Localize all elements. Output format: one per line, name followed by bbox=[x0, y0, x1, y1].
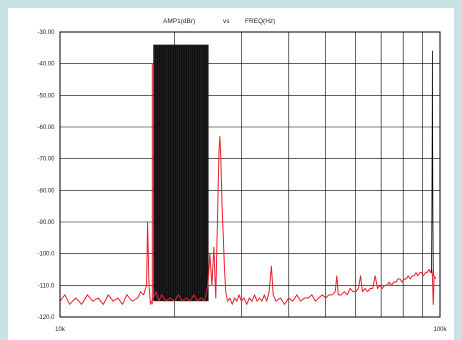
chart-svg: AMP1(dBr) vs FREQ(Hz) -30.00 -40.00 -50.00… bbox=[37, 18, 447, 333]
y-tick-label: -60.00 bbox=[37, 125, 55, 131]
y-tick-label: -50.00 bbox=[37, 93, 55, 99]
x-tick-label: 10k bbox=[55, 327, 66, 333]
grid bbox=[60, 32, 440, 317]
y-tick-label: -120.0 bbox=[37, 315, 55, 321]
chart-title-x-quantity: FREQ(Hz) bbox=[245, 18, 275, 25]
y-tick-label: -40.00 bbox=[37, 62, 55, 68]
y-tick-label: -80.00 bbox=[37, 188, 55, 194]
y-tick-label: -90.00 bbox=[37, 220, 55, 226]
y-tick-label: -100.0 bbox=[37, 252, 55, 258]
chart-title: AMP1(dBr) vs FREQ(Hz) bbox=[163, 18, 275, 25]
x-tick-label: 100k bbox=[433, 327, 447, 333]
plot-border bbox=[59, 31, 441, 318]
series-line-1 bbox=[431, 50, 434, 276]
y-tick-label: -70.00 bbox=[37, 157, 55, 163]
y-tick-label: -30.00 bbox=[37, 30, 55, 36]
y-tick-label: -110.0 bbox=[38, 283, 55, 289]
chart-title-vs: vs bbox=[223, 18, 230, 25]
series-line-0 bbox=[59, 136, 437, 305]
chart-frame: AMP1(dBr) vs FREQ(Hz) -30.00 -40.00 -50.00… bbox=[8, 8, 454, 340]
chart-title-y-quantity: AMP1(dBr) bbox=[163, 18, 195, 25]
dense-signal-block bbox=[153, 44, 209, 302]
axis-labels: -30.00 -40.00 -50.00 -60.00 -70.00 -80.00 -90.… bbox=[37, 30, 447, 333]
plot-area bbox=[59, 44, 437, 305]
